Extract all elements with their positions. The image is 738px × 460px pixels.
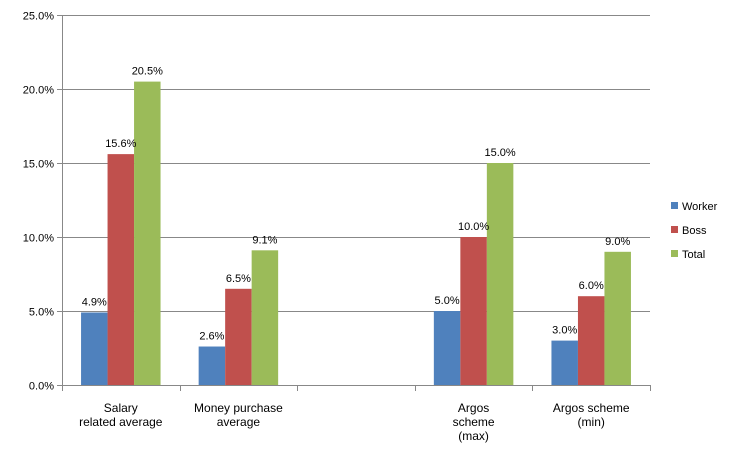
legend-label-total: Total [682, 249, 705, 261]
legend-label-worker: Worker [682, 201, 718, 213]
category-label: Argos scheme [553, 401, 630, 415]
bar-worker [433, 311, 461, 385]
y-tick-label: 0.0% [29, 381, 54, 393]
data-label: 15.6% [105, 138, 136, 150]
data-label: 5.0% [435, 295, 460, 307]
category-label: related average [79, 415, 163, 429]
category-label: scheme [453, 415, 495, 429]
axes [57, 15, 651, 391]
y-tick-label: 10.0% [23, 233, 54, 245]
data-label: 15.0% [484, 147, 515, 159]
y-tick-label: 5.0% [29, 307, 54, 319]
bar-boss [460, 237, 487, 385]
data-labels: 4.9% 15.6% 20.5% 2.6% 6.5% 9.1% 5.0% 10.0% 15.0%… [82, 66, 631, 343]
data-label: 10.0% [458, 221, 489, 233]
bar-boss [225, 288, 252, 385]
category-label: average [217, 415, 261, 429]
y-axis-tick-labels: 0.0% 5.0% 10.0% 15.0% 20.0% 25.0% [23, 11, 54, 393]
bar-boss [107, 154, 135, 385]
category-label: (max) [458, 429, 489, 443]
data-label: 9.1% [252, 234, 277, 246]
legend-label-boss: Boss [682, 225, 707, 237]
bar-worker [81, 312, 108, 385]
bar-boss [577, 296, 605, 385]
category-label: Salary [104, 401, 138, 415]
legend-swatch-worker [671, 202, 678, 209]
data-label: 6.0% [579, 280, 604, 292]
bar-worker [198, 346, 226, 385]
data-label: 3.0% [552, 325, 577, 337]
bar-total [134, 81, 161, 385]
legend-swatch-total [671, 250, 678, 257]
data-label: 9.0% [605, 236, 630, 248]
bar-total [604, 251, 631, 385]
legend: Worker Boss Total [671, 201, 718, 261]
legend-swatch-boss [671, 226, 678, 233]
category-label: (min) [578, 415, 605, 429]
bar-total [486, 163, 514, 385]
bar-worker [551, 340, 578, 385]
category-label: Argos [458, 401, 489, 415]
y-tick-label: 25.0% [23, 11, 54, 23]
data-label: 20.5% [132, 66, 163, 78]
data-label: 2.6% [199, 331, 224, 343]
y-tick-label: 20.0% [23, 85, 54, 97]
category-label: Money purchase [194, 401, 283, 415]
data-label: 4.9% [82, 296, 107, 308]
bar-total [251, 250, 279, 385]
y-tick-label: 15.0% [23, 159, 54, 171]
bars [81, 81, 631, 385]
data-label: 6.5% [226, 273, 251, 285]
